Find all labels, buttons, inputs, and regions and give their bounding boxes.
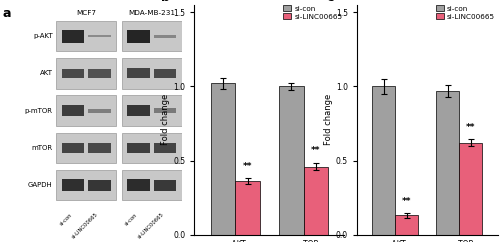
Text: MCF7: MCF7 [76, 10, 96, 16]
Text: si-con: si-con [124, 212, 138, 226]
Text: MDA-MB-231: MDA-MB-231 [128, 10, 175, 16]
Bar [122, 95, 182, 126]
Text: si-LINC00665: si-LINC00665 [72, 212, 100, 240]
Bar [88, 69, 111, 78]
Bar [235, 181, 260, 235]
Legend: si-con, si-LINC00665: si-con, si-LINC00665 [435, 4, 496, 21]
Text: p-AKT: p-AKT [33, 33, 52, 39]
Text: b: b [161, 0, 170, 4]
Bar [88, 35, 111, 38]
Bar [56, 21, 116, 52]
Bar [56, 58, 116, 89]
Bar [122, 133, 182, 163]
Text: **: ** [311, 146, 320, 155]
Bar [436, 91, 459, 235]
Text: mTOR: mTOR [32, 145, 52, 151]
Bar [127, 179, 150, 191]
Text: **: ** [402, 197, 411, 206]
Text: **: ** [243, 162, 252, 171]
Bar [210, 83, 235, 235]
Text: a: a [2, 7, 11, 20]
Text: p-mTOR: p-mTOR [24, 108, 52, 114]
Text: c: c [326, 0, 334, 4]
Bar [154, 108, 176, 113]
Bar [154, 35, 176, 38]
Bar [62, 69, 84, 78]
Bar [127, 143, 150, 153]
Bar [127, 105, 150, 116]
Bar [127, 68, 150, 78]
Text: si-LINC00665: si-LINC00665 [136, 212, 165, 240]
Bar [127, 30, 150, 43]
Legend: si-con, si-LINC00665: si-con, si-LINC00665 [282, 4, 344, 21]
Text: si-con: si-con [58, 212, 73, 226]
Bar [56, 170, 116, 200]
Bar [56, 95, 116, 126]
Bar [154, 180, 176, 191]
Text: AKT: AKT [40, 70, 52, 76]
Bar [56, 133, 116, 163]
Bar [304, 166, 328, 235]
Y-axis label: Fold change: Fold change [324, 94, 333, 145]
Bar [122, 170, 182, 200]
Bar [122, 21, 182, 52]
Bar [62, 179, 84, 191]
Y-axis label: Fold change: Fold change [162, 94, 170, 145]
Bar [154, 69, 176, 78]
Bar [62, 30, 84, 43]
Text: **: ** [466, 123, 475, 132]
Bar [154, 143, 176, 153]
Bar [279, 86, 303, 235]
Bar [88, 180, 111, 191]
Text: GAPDH: GAPDH [28, 182, 52, 188]
Bar [122, 58, 182, 89]
Bar [396, 215, 418, 235]
Bar [459, 143, 482, 235]
Bar [62, 105, 84, 116]
Bar [372, 86, 396, 235]
Bar [62, 143, 84, 153]
Bar [88, 143, 111, 153]
Bar [88, 109, 111, 113]
